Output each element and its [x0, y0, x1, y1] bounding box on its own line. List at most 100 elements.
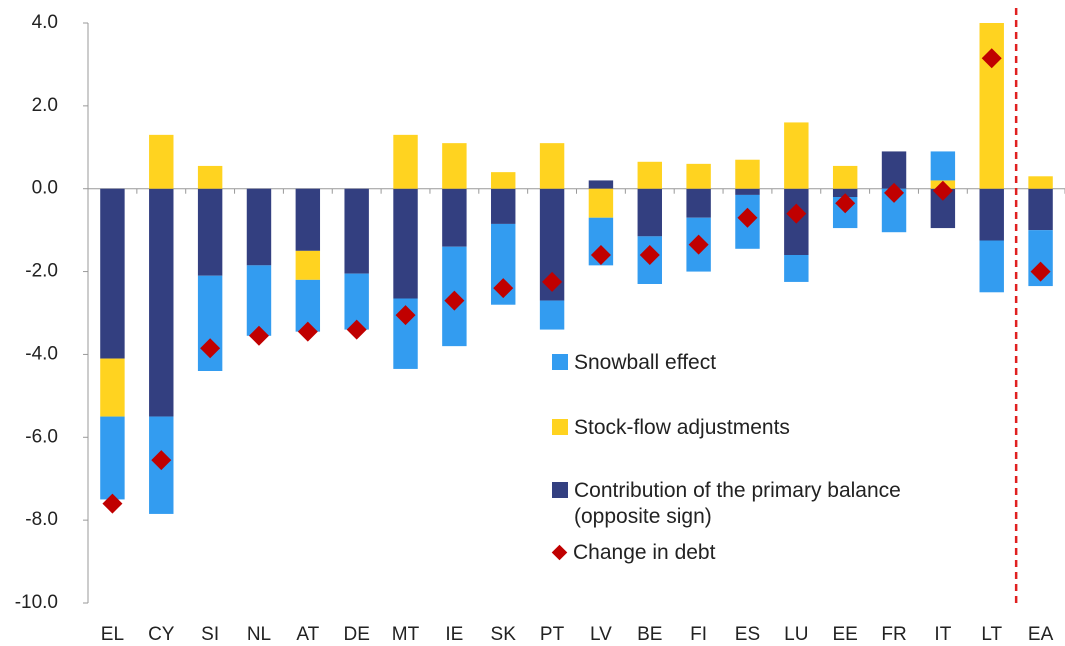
diamond-marker: [346, 319, 367, 340]
bar: [832, 188, 858, 197]
bar: [1028, 176, 1053, 189]
diamond-marker: [884, 182, 905, 203]
bar: [197, 188, 223, 276]
bar: [1028, 188, 1053, 231]
bar: [832, 165, 858, 189]
y-tick-label: -2.0: [25, 261, 58, 282]
legend-item: Contribution of the primary balance (opp…: [548, 478, 969, 530]
bar: [588, 180, 614, 189]
bar: [881, 151, 907, 189]
bar: [637, 188, 662, 237]
bar: [735, 188, 760, 195]
x-tick-label: MT: [392, 624, 420, 645]
bar: [491, 188, 516, 224]
x-tick-label: NL: [247, 624, 271, 645]
x-tick-label: EA: [1028, 624, 1054, 645]
diamond-marker: [835, 193, 856, 214]
x-tick-label: DE: [343, 624, 369, 645]
legend-item: Snowball effect: [548, 350, 969, 376]
legend-label: Contribution of the primary balance (opp…: [574, 479, 901, 528]
diamond-marker: [297, 321, 318, 342]
legend-label: Change in debt: [573, 541, 716, 564]
bar: [295, 250, 321, 280]
bar: [539, 143, 565, 189]
bar: [100, 416, 125, 500]
bar: [588, 188, 614, 218]
diamond-marker: [542, 271, 563, 292]
x-tick-label: LT: [981, 624, 1002, 645]
x-tick-label: IE: [445, 624, 463, 645]
legend-swatch: [551, 544, 568, 561]
diamond-marker: [493, 278, 514, 299]
y-tick-label: -8.0: [25, 509, 58, 530]
diamond-marker: [395, 305, 416, 326]
x-tick-label: EL: [101, 624, 124, 645]
diamond-marker: [444, 290, 465, 311]
bar: [686, 163, 711, 189]
bar: [246, 265, 272, 336]
x-tick-label: FR: [881, 624, 906, 645]
legend-item: Stock-flow adjustments: [548, 415, 969, 441]
x-tick-label: LU: [784, 624, 808, 645]
x-tick-label: CY: [148, 624, 175, 645]
y-tick-label: -4.0: [25, 343, 58, 364]
bar: [784, 122, 809, 189]
bar: [735, 159, 760, 189]
x-tick-label: ES: [735, 624, 760, 645]
diamond-marker: [1030, 261, 1051, 282]
y-tick-label: -10.0: [15, 592, 58, 613]
bar: [100, 358, 125, 417]
diamond-marker: [786, 203, 807, 224]
bar: [295, 188, 321, 251]
diamond-marker: [102, 493, 123, 514]
diamond-marker: [932, 180, 953, 201]
diamond-marker: [737, 207, 758, 228]
x-tick-label: IT: [934, 624, 951, 645]
legend-swatch: [552, 419, 568, 435]
diamond-marker: [981, 48, 1002, 69]
bar: [637, 161, 662, 189]
x-tick-label: FI: [690, 624, 707, 645]
bar: [344, 188, 369, 274]
legend-swatch: [552, 482, 568, 498]
x-tick-label: PT: [540, 624, 565, 645]
bar: [197, 165, 223, 189]
diamond-marker: [639, 245, 660, 265]
bar: [979, 240, 1004, 293]
x-tick-label: SI: [201, 624, 219, 645]
legend-item: Change in debt: [548, 540, 968, 566]
diamond-marker: [200, 338, 221, 359]
diamond-marker: [688, 234, 709, 255]
legend-label: Snowball effect: [574, 351, 717, 374]
bar: [393, 134, 418, 189]
diamond-marker: [590, 245, 611, 265]
x-tick-label: LV: [590, 624, 612, 645]
bar: [246, 188, 272, 266]
bar: [784, 255, 809, 282]
bar: [686, 188, 711, 218]
x-tick-label: BE: [637, 624, 662, 645]
bar: [539, 300, 565, 330]
diamond-marker: [151, 450, 172, 471]
y-tick-label: -6.0: [25, 426, 58, 447]
bar: [930, 151, 956, 181]
legend-label: Stock-flow adjustments: [574, 416, 790, 439]
bar: [979, 188, 1004, 241]
bar: [979, 23, 1004, 189]
bar: [442, 188, 467, 247]
diamond-marker: [248, 325, 269, 346]
bar: [149, 134, 174, 189]
x-tick-label: EE: [832, 624, 857, 645]
x-tick-label: SK: [491, 624, 517, 645]
y-tick-label: 0.0: [32, 178, 58, 199]
y-tick-label: 4.0: [32, 12, 58, 33]
bar: [149, 188, 174, 417]
bar: [491, 172, 516, 189]
x-tick-label: AT: [296, 624, 319, 645]
legend-swatch: [552, 354, 568, 370]
bar: [442, 143, 467, 189]
y-tick-label: 2.0: [32, 95, 58, 116]
bar: [100, 188, 125, 359]
